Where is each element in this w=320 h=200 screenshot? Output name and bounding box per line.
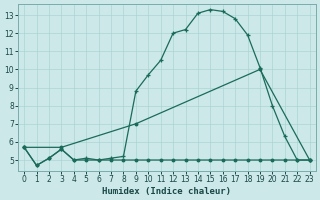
X-axis label: Humidex (Indice chaleur): Humidex (Indice chaleur) [102,187,231,196]
